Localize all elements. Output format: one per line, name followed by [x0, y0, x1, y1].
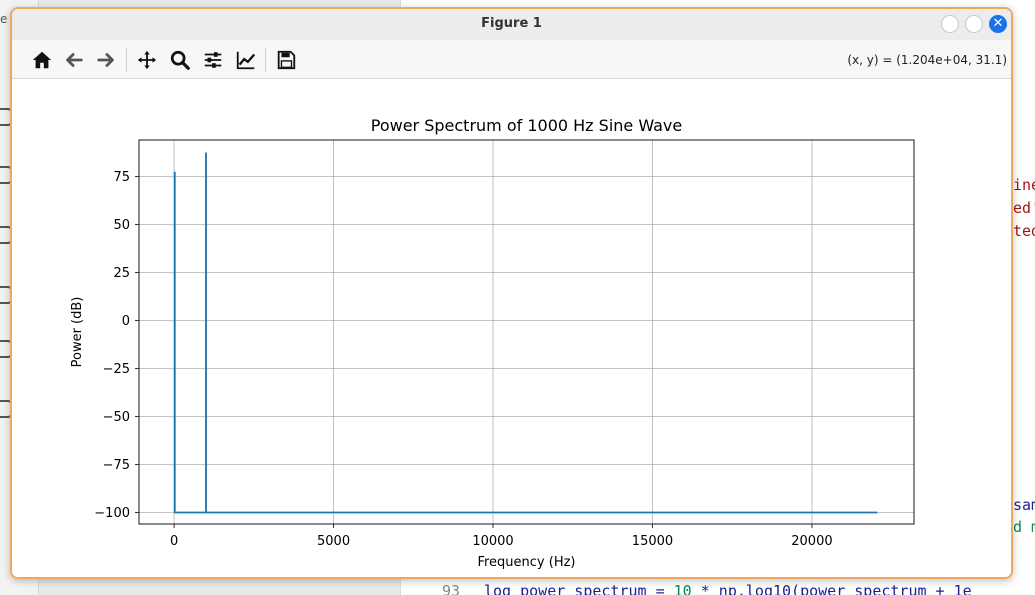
maximize-button[interactable]	[965, 15, 983, 33]
y-tick-label: −50	[103, 410, 130, 425]
y-tick-label: 50	[113, 218, 130, 233]
figure-window: Figure 1 ✕ (x, y) = (1.204e+0	[10, 7, 1013, 579]
power-spectrum-chart: 0 5000 10000 15000 20000 75 50 25 0 −25 −50 −75 −10…	[70, 116, 915, 570]
y-tick-label: 75	[113, 170, 130, 185]
cursor-coordinates: (x, y) = (1.204e+04, 31.1)	[847, 53, 1007, 67]
window-title: Figure 1	[481, 16, 542, 31]
x-axis-label: Frequency (Hz)	[477, 555, 575, 570]
y-axis-label: Power (dB)	[70, 297, 85, 368]
save-icon	[277, 50, 296, 70]
close-icon: ✕	[992, 16, 1004, 31]
background-code-fragment: d m	[1013, 518, 1035, 536]
code-number: 10	[673, 582, 692, 595]
close-button[interactable]: ✕	[989, 15, 1007, 33]
background-text: e	[0, 12, 8, 26]
x-tick-label: 0	[170, 534, 178, 549]
code-text: log_power_spectrum =	[484, 582, 674, 595]
forward-button[interactable]	[94, 48, 118, 72]
zoom-button[interactable]	[168, 48, 192, 72]
toolbar-separator	[126, 48, 127, 72]
background-code-fragment: sam	[1013, 496, 1035, 514]
home-icon	[32, 51, 52, 69]
configure-subplots-icon	[204, 52, 222, 68]
zoom-icon	[170, 50, 190, 70]
background-code-fragment: ed'	[1013, 199, 1035, 217]
back-arrow-icon	[66, 53, 83, 67]
y-tick-label: −25	[103, 362, 130, 377]
background-code-line: 93 log_power_spectrum = 10 * np.log10(pow…	[400, 582, 1035, 595]
y-tick-label: −100	[94, 506, 130, 521]
configure-subplots-button[interactable]	[201, 48, 225, 72]
chart-title: Power Spectrum of 1000 Hz Sine Wave	[371, 116, 683, 135]
grid-lines	[139, 140, 914, 524]
title-bar[interactable]: Figure 1 ✕	[12, 9, 1011, 41]
navigation-toolbar: (x, y) = (1.204e+04, 31.1)	[12, 40, 1011, 79]
save-button[interactable]	[274, 48, 298, 72]
power-spectrum-line	[173, 152, 878, 514]
pan-button[interactable]	[135, 48, 159, 72]
code-text: * np.log10(power_spectrum + 1e	[691, 582, 972, 595]
x-axis-ticks: 0 5000 10000 15000 20000	[170, 524, 833, 549]
edit-axis-button[interactable]	[234, 48, 258, 72]
y-tick-label: 0	[122, 314, 130, 329]
series-layer	[173, 152, 878, 514]
background-code-fragment: ine	[1013, 176, 1035, 194]
background-code-fragment: ted	[1013, 222, 1035, 240]
x-tick-label: 20000	[791, 534, 832, 549]
plot-frame	[138, 139, 915, 525]
forward-arrow-icon	[97, 53, 114, 67]
edit-axis-icon	[236, 51, 256, 70]
pan-icon	[137, 50, 157, 70]
line-number: 93	[441, 582, 460, 595]
figure-canvas[interactable]: 0 5000 10000 15000 20000 75 50 25 0 −25 −50 −75 −10…	[12, 79, 1011, 577]
back-button[interactable]	[62, 48, 86, 72]
minimize-button[interactable]	[941, 15, 959, 33]
y-tick-label: −75	[103, 458, 130, 473]
x-tick-label: 5000	[317, 534, 350, 549]
x-tick-label: 10000	[472, 534, 513, 549]
y-axis-ticks: 75 50 25 0 −25 −50 −75 −100	[94, 170, 139, 521]
y-tick-label: 25	[113, 266, 130, 281]
toolbar-separator	[265, 48, 266, 72]
home-button[interactable]	[30, 48, 54, 72]
x-tick-label: 15000	[632, 534, 673, 549]
